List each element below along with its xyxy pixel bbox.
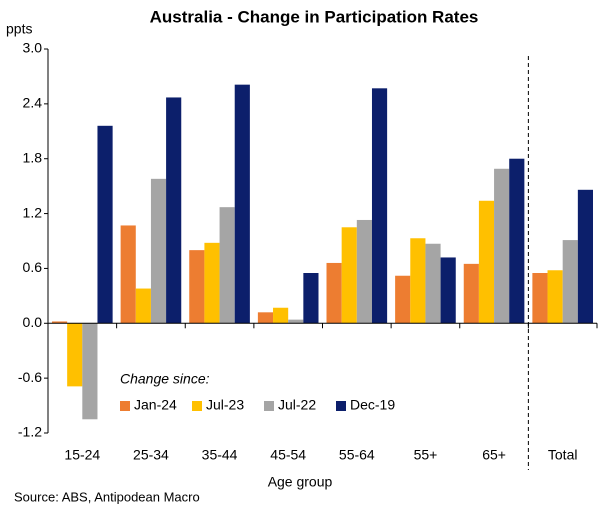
x-tick-label: 45-54 (270, 447, 306, 463)
x-tick-label: 55+ (414, 447, 438, 463)
y-unit: ppts (6, 21, 32, 37)
bar (234, 84, 250, 324)
bar (67, 323, 83, 387)
bar (303, 273, 319, 324)
bar (478, 200, 495, 324)
x-tick-label: 55-64 (339, 447, 375, 463)
x-tick-label: 25-34 (133, 447, 169, 463)
legend-swatch (120, 401, 130, 411)
bar (204, 242, 220, 324)
chart-title: Australia - Change in Participation Rate… (150, 7, 479, 26)
y-tick-label: -0.6 (18, 369, 42, 385)
bar (577, 189, 593, 324)
x-tick-label: 65+ (482, 447, 506, 463)
bar (463, 263, 479, 324)
bar (341, 227, 357, 324)
x-tick-label: Total (548, 447, 578, 463)
legend-label: Dec-19 (350, 397, 395, 413)
bar (410, 238, 426, 324)
legend-swatch (336, 401, 346, 411)
y-tick-label: 1.2 (23, 204, 43, 220)
x-axis-label: Age group (268, 474, 333, 490)
bar (166, 97, 182, 324)
bar (356, 219, 372, 324)
bar (494, 168, 510, 324)
bar (395, 275, 411, 324)
legend-label: Jul-22 (278, 397, 316, 413)
legend-swatch (264, 401, 274, 411)
y-tick-label: 1.8 (23, 149, 43, 165)
bar (371, 88, 388, 324)
legend-label: Jul-23 (206, 397, 244, 413)
x-tick-label: 35-44 (202, 447, 238, 463)
bar (120, 225, 136, 324)
bar (97, 125, 113, 324)
bar (562, 240, 578, 324)
bar (82, 323, 98, 420)
y-tick-label: 0.0 (23, 314, 43, 330)
bar (189, 250, 205, 324)
bar (135, 288, 151, 324)
bar (273, 307, 289, 324)
legend-swatch (192, 401, 202, 411)
bar (52, 321, 68, 324)
y-tick-label: 3.0 (23, 40, 43, 56)
bar (288, 319, 304, 324)
source: Source: ABS, Antipodean Macro (14, 489, 200, 504)
legend-title: Change since: (120, 371, 210, 387)
y-tick-label: 2.4 (23, 95, 43, 111)
x-tick-label: 15-24 (64, 447, 100, 463)
bar (425, 243, 441, 324)
bar (532, 273, 548, 324)
bar (547, 270, 563, 324)
bar (509, 158, 525, 324)
bar (440, 257, 456, 324)
legend-label: Jan-24 (134, 397, 177, 413)
y-tick-label: 0.6 (23, 259, 43, 275)
bar (257, 312, 274, 324)
y-tick-label: -1.2 (18, 424, 42, 440)
bar (150, 178, 167, 324)
bar (219, 207, 235, 324)
bar (326, 262, 342, 324)
